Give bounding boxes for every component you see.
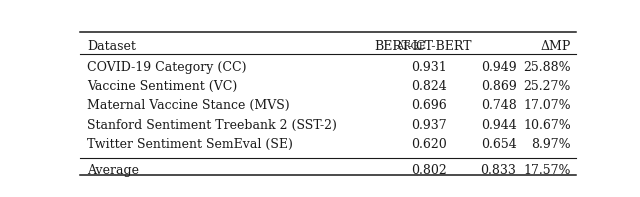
Text: 8.97%: 8.97% — [531, 138, 571, 151]
Text: 0.833: 0.833 — [481, 164, 516, 177]
Text: 0.937: 0.937 — [412, 119, 447, 132]
Text: 25.27%: 25.27% — [524, 80, 571, 93]
Text: 0.824: 0.824 — [412, 80, 447, 93]
Text: 17.07%: 17.07% — [524, 99, 571, 112]
Text: BERT-L: BERT-L — [374, 40, 421, 53]
Text: CT-BERT: CT-BERT — [415, 40, 472, 53]
Text: 17.57%: 17.57% — [524, 164, 571, 177]
Text: 0.696: 0.696 — [412, 99, 447, 112]
Text: 0.944: 0.944 — [481, 119, 516, 132]
Text: 0.620: 0.620 — [412, 138, 447, 151]
Text: 0.802: 0.802 — [412, 164, 447, 177]
Text: 0.654: 0.654 — [481, 138, 516, 151]
Text: COVID-19 Category (CC): COVID-19 Category (CC) — [88, 61, 247, 74]
Text: 25.88%: 25.88% — [524, 61, 571, 74]
Text: 10.67%: 10.67% — [524, 119, 571, 132]
Text: 0.869: 0.869 — [481, 80, 516, 93]
Text: ARGE: ARGE — [396, 42, 426, 51]
Text: Stanford Sentiment Treebank 2 (SST-2): Stanford Sentiment Treebank 2 (SST-2) — [88, 119, 337, 132]
Text: Vaccine Sentiment (VC): Vaccine Sentiment (VC) — [88, 80, 237, 93]
Text: Average: Average — [88, 164, 140, 177]
Text: Twitter Sentiment SemEval (SE): Twitter Sentiment SemEval (SE) — [88, 138, 293, 151]
Text: 0.949: 0.949 — [481, 61, 516, 74]
Text: 0.931: 0.931 — [412, 61, 447, 74]
Text: 0.748: 0.748 — [481, 99, 516, 112]
Text: ΔMP: ΔMP — [541, 40, 571, 53]
Text: Maternal Vaccine Stance (MVS): Maternal Vaccine Stance (MVS) — [88, 99, 290, 112]
Text: Dataset: Dataset — [88, 40, 136, 53]
